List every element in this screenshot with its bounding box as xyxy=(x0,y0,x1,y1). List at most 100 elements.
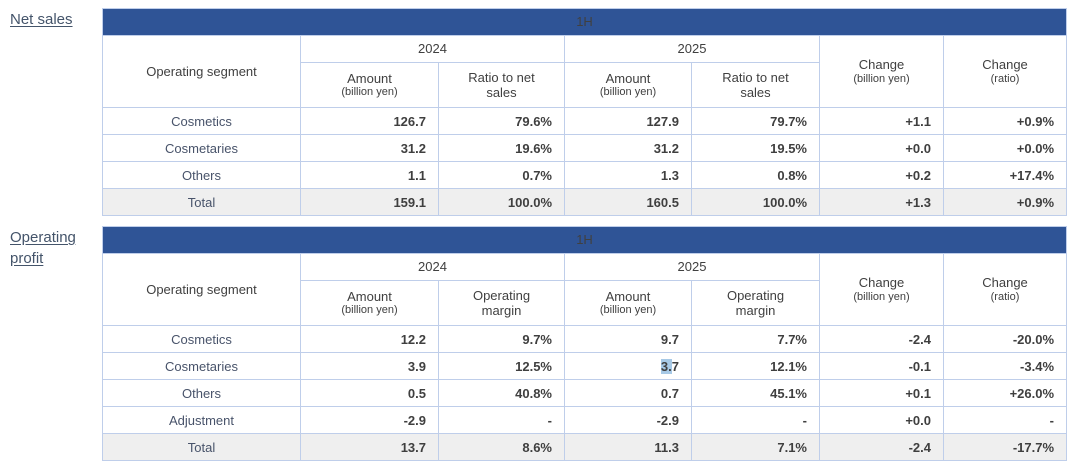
value-cell: +0.2 xyxy=(819,161,944,189)
amount-title: Amount xyxy=(605,288,651,304)
table-row: Cosmetics 12.2 9.7% 9.7 7.7% -2.4 -20.0% xyxy=(102,325,1068,353)
margin-2024-header: Operating margin xyxy=(438,280,565,326)
value-cell: 12.2 xyxy=(300,325,439,353)
segment-cell: Total xyxy=(102,188,301,216)
ratio-2024-header: Ratio to net sales xyxy=(438,62,565,108)
operating-profit-label: Operating profit xyxy=(10,229,76,267)
value-cell: 9.7% xyxy=(438,325,565,353)
value-cell: 19.6% xyxy=(438,134,565,162)
value-cell: 9.7 xyxy=(564,325,692,353)
value-cell: 126.7 xyxy=(300,107,439,135)
value-cell: +0.0% xyxy=(942,134,1068,162)
total-row: Total 13.7 8.6% 11.3 7.1% -2.4 -17.7% xyxy=(102,433,1068,461)
value-cell: 159.1 xyxy=(300,188,439,216)
change-ratio-header: Change (ratio) xyxy=(942,35,1068,108)
net-sales-section: Net sales 1H Operating segment 2024 2025… xyxy=(0,8,1080,216)
net-sales-label: Net sales xyxy=(10,11,73,28)
value-cell: +0.1 xyxy=(819,379,944,407)
value-cell: +26.0% xyxy=(942,379,1068,407)
total-row: Total 159.1 100.0% 160.5 100.0% +1.3 +0.9% xyxy=(102,188,1068,216)
value-cell: -3.4% xyxy=(942,352,1068,380)
value-cell: +0.9% xyxy=(942,188,1068,216)
value-cell: 79.7% xyxy=(691,107,820,135)
change-ratio-note: (ratio) xyxy=(990,72,1020,85)
amount-2025-header: Amount (billion yen) xyxy=(564,62,692,108)
segment-column-header: Operating segment xyxy=(102,253,301,326)
value-cell: 1.3 xyxy=(564,161,692,189)
ratio-2025-header: Ratio to net sales xyxy=(691,62,820,108)
sub-header-row: Amount (billion yen) Ratio to net sales … xyxy=(103,62,1067,108)
value-cell: 7.1% xyxy=(691,433,820,461)
net-sales-table-body: Cosmetics 126.7 79.6% 127.9 79.7% +1.1 +0.9% Co… xyxy=(102,107,1068,216)
segment-cell: Cosmetics xyxy=(102,107,301,135)
amount-title: Amount xyxy=(347,70,392,86)
amount-title: Amount xyxy=(605,70,651,86)
margin-2025-header: Operating margin xyxy=(691,280,820,326)
value-cell: 79.6% xyxy=(438,107,565,135)
period-header-row: 1H xyxy=(101,226,1068,254)
value-cell: 127.9 xyxy=(564,107,692,135)
change-yen-note: (billion yen) xyxy=(853,72,910,85)
change-yen-title: Change xyxy=(858,57,905,73)
year-2024-header: 2024 xyxy=(300,35,565,63)
value-cell: 3.7 xyxy=(564,352,692,380)
year-2025-header: 2025 xyxy=(564,35,820,63)
value-cell: 11.3 xyxy=(564,433,692,461)
value-cell: +1.1 xyxy=(819,107,944,135)
value-cell: -0.1 xyxy=(819,352,944,380)
value-cell: 45.1% xyxy=(691,379,820,407)
segment-cell: Cosmetaries xyxy=(102,134,301,162)
table-row: Others 1.1 0.7% 1.3 0.8% +0.2 +17.4% xyxy=(102,161,1068,189)
table-row: Cosmetics 126.7 79.6% 127.9 79.7% +1.1 +0.9% xyxy=(102,107,1068,135)
period-header-row: 1H xyxy=(101,8,1068,36)
table-row: Cosmetaries 31.2 19.6% 31.2 19.5% +0.0 +0.0% xyxy=(102,134,1068,162)
period-header: 1H xyxy=(101,8,1068,36)
value-cell: -2.4 xyxy=(819,325,944,353)
change-yen-title: Change xyxy=(858,275,905,291)
value-cell: 0.8% xyxy=(691,161,820,189)
value-cell: 31.2 xyxy=(300,134,439,162)
value-cell: -17.7% xyxy=(942,433,1068,461)
value-cell: 0.7% xyxy=(438,161,565,189)
segment-cell: Others xyxy=(102,379,301,407)
amount-2024-header: Amount (billion yen) xyxy=(300,280,439,326)
value-cell: 12.1% xyxy=(691,352,820,380)
amount-note: (billion yen) xyxy=(341,86,398,99)
value-cell: 8.6% xyxy=(438,433,565,461)
value-cell: +0.9% xyxy=(942,107,1068,135)
value-cell: 12.5% xyxy=(438,352,565,380)
change-ratio-title: Change xyxy=(982,57,1028,73)
change-ratio-title: Change xyxy=(982,275,1028,291)
value-cell: 3.9 xyxy=(300,352,439,380)
value-cell: 0.7 xyxy=(564,379,692,407)
segment-cell: Cosmetics xyxy=(102,325,301,353)
change-yen-header: Change (billion yen) xyxy=(819,253,944,326)
table-row: Others 0.5 40.8% 0.7 45.1% +0.1 +26.0% xyxy=(102,379,1068,407)
change-ratio-note: (ratio) xyxy=(990,290,1020,303)
year-2024-header: 2024 xyxy=(300,253,565,281)
net-sales-table: 1H Operating segment 2024 2025 Change (b… xyxy=(101,8,1068,216)
value-cell: - xyxy=(691,406,820,434)
value-cell: 0.5 xyxy=(300,379,439,407)
year-2025-header: 2025 xyxy=(564,253,820,281)
table-row: Cosmetaries 3.9 12.5% 3.7 12.1% -0.1 -3.4% xyxy=(102,352,1068,380)
year-header-row: Operating segment 2024 2025 Change (bill… xyxy=(102,35,1068,108)
value-cell: -2.9 xyxy=(564,406,692,434)
value-cell: 19.5% xyxy=(691,134,820,162)
change-ratio-header: Change (ratio) xyxy=(942,253,1068,326)
value-cell: +0.0 xyxy=(819,134,944,162)
operating-profit-table-body: Cosmetics 12.2 9.7% 9.7 7.7% -2.4 -20.0% Cosmet… xyxy=(102,325,1068,461)
period-header: 1H xyxy=(101,226,1068,254)
value-cell: -20.0% xyxy=(942,325,1068,353)
selected-text: 3. xyxy=(660,358,672,374)
value-cell: - xyxy=(438,406,565,434)
segment-cell: Adjustment xyxy=(102,406,301,434)
value-text: 7 xyxy=(671,358,679,374)
amount-note: (billion yen) xyxy=(599,86,657,99)
segment-column-header: Operating segment xyxy=(102,35,301,108)
value-cell: -2.4 xyxy=(819,433,944,461)
value-cell: 31.2 xyxy=(564,134,692,162)
amount-2025-header: Amount (billion yen) xyxy=(564,280,692,326)
amount-2024-header: Amount (billion yen) xyxy=(300,62,439,108)
